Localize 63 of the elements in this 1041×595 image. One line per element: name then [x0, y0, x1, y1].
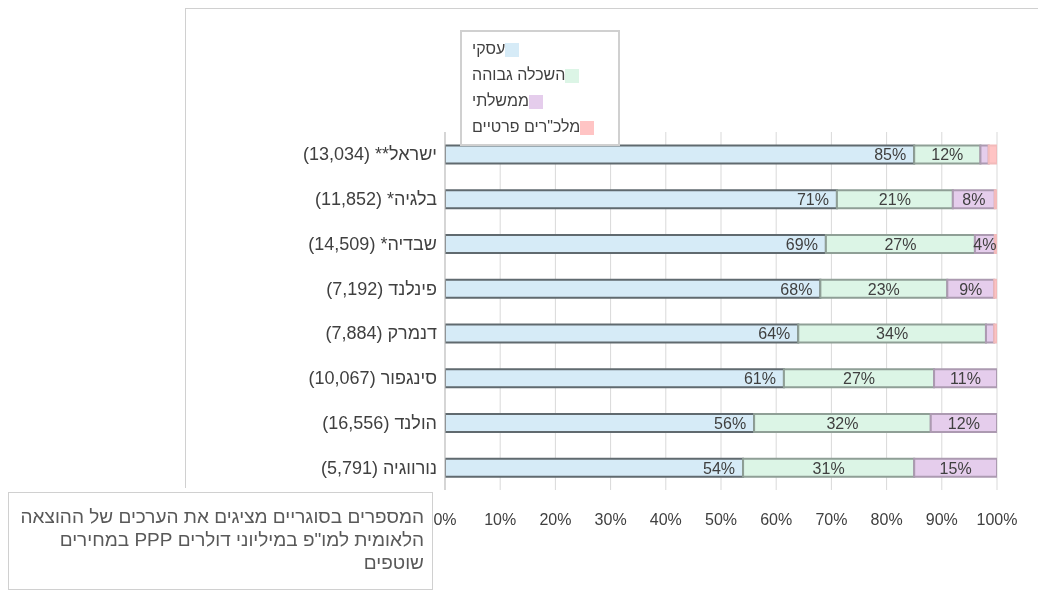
- x-tick-label: 10%: [484, 511, 517, 529]
- bar: [445, 457, 745, 478]
- data-label: 27%: [842, 370, 876, 388]
- data-label: 68%: [780, 280, 813, 298]
- bar: [819, 278, 949, 299]
- x-tick-label: 80%: [870, 511, 903, 529]
- bar: [445, 278, 822, 299]
- data-label: 85%: [874, 146, 907, 164]
- data-label: 8%: [962, 191, 986, 209]
- x-tick-label: 20%: [539, 511, 572, 529]
- bar: [445, 144, 916, 165]
- data-label: 4%: [973, 235, 997, 253]
- y-tick-label: נורווגיה (5,791): [320, 457, 437, 478]
- bar: [797, 323, 987, 344]
- bar: [993, 323, 997, 344]
- data-label: 64%: [758, 325, 791, 343]
- bar: [742, 457, 916, 478]
- data-label: 32%: [826, 414, 859, 432]
- y-tick-label: ישראל** (13,034): [303, 144, 437, 165]
- text: המספרים בסוגריים מציגים את הערכים של ההוצאה הלאומית למו"פ במיליוני דולרים PPP במחירים שוטפים: [8, 492, 433, 590]
- data-label: 21%: [878, 191, 911, 209]
- data-label: 23%: [867, 280, 900, 298]
- bar: [753, 412, 932, 433]
- x-tick-label: 0%: [433, 511, 457, 529]
- data-label: 31%: [812, 459, 845, 477]
- x-tick-label: 70%: [815, 511, 848, 529]
- x-tick-label: 90%: [925, 511, 958, 529]
- y-tick-label: הולנד (16,556): [322, 412, 437, 433]
- bar: [993, 278, 997, 299]
- data-label: 12%: [947, 414, 980, 432]
- data-label: 61%: [743, 370, 776, 388]
- bar: [445, 323, 800, 344]
- bar: [782, 368, 936, 389]
- bar: [445, 412, 756, 433]
- data-label: 54%: [703, 459, 736, 477]
- y-tick-label: סינגפור (10,067): [308, 368, 437, 389]
- x-tick-label: 60%: [760, 511, 793, 529]
- y-tick-label: דנמרק (7,884): [325, 323, 438, 344]
- legend-label: עסקי: [472, 40, 506, 57]
- data-label: 9%: [959, 280, 983, 298]
- x-tick-label: 50%: [704, 511, 738, 529]
- y-tick-label: בלגיה* (11,852): [315, 189, 438, 210]
- data-label: 12%: [931, 146, 964, 164]
- data-label: 69%: [785, 235, 818, 253]
- bar: [445, 189, 838, 210]
- x-tick-label: 40%: [649, 511, 682, 529]
- bar: [445, 233, 827, 254]
- y-tick-label: שבדיה* (14,509): [308, 233, 437, 254]
- legend-label: השכלה גבוהה: [472, 66, 566, 83]
- data-label: 15%: [939, 459, 972, 477]
- bar: [987, 144, 997, 165]
- legend-label: מלכ"רים פרטיים: [472, 118, 581, 135]
- data-label: 11%: [950, 370, 981, 388]
- data-label: 27%: [884, 235, 917, 253]
- data-label: 56%: [714, 414, 747, 432]
- legend-label: ממשלתי: [472, 92, 529, 109]
- data-label: 34%: [876, 325, 909, 343]
- x-tick-label: 30%: [594, 511, 627, 529]
- x-tick-label: 100%: [976, 511, 1018, 529]
- bar: [993, 189, 997, 210]
- y-tick-label: פינלנד (7,192): [326, 278, 437, 299]
- bar: [445, 368, 785, 389]
- data-label: 71%: [796, 191, 829, 209]
